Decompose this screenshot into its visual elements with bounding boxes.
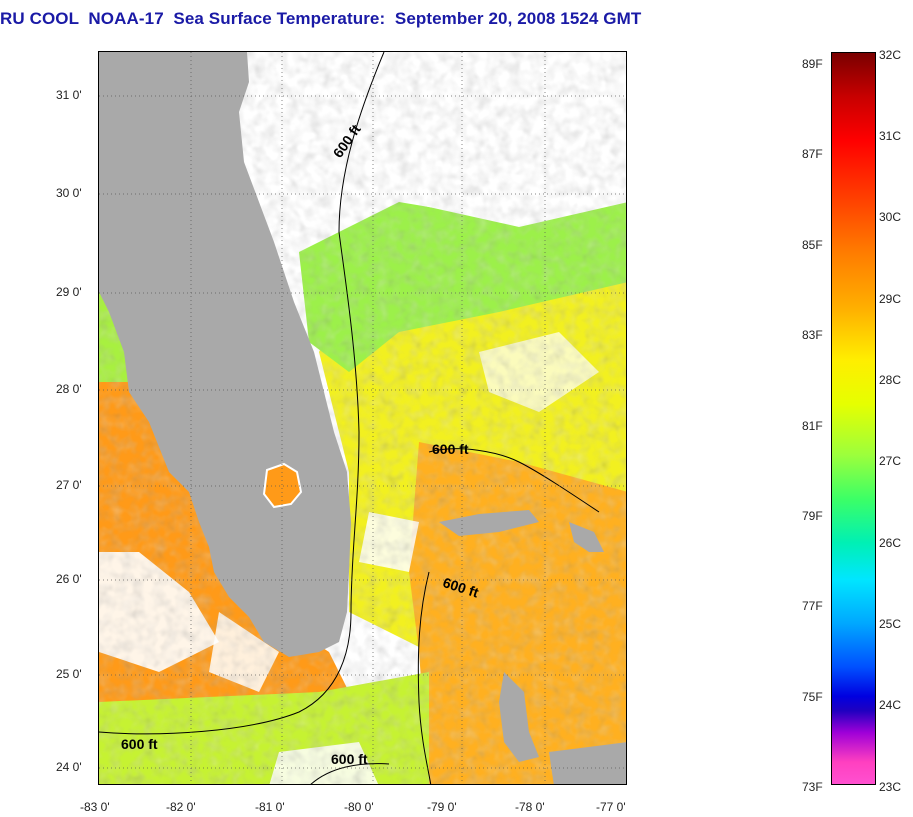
lon-label-83: -83 0': [80, 800, 110, 814]
lat-label-29: 29 0': [56, 285, 82, 299]
colorbar-label-24c: 24C: [879, 698, 902, 712]
colorbar-label-77f: 77F: [802, 599, 823, 613]
colorbar-label-25c: 25C: [879, 617, 902, 631]
lat-label-31: 31 0': [56, 88, 82, 102]
contour-label-2: 600 ft: [432, 441, 469, 457]
colorbar-label-73f: 73F: [802, 780, 823, 794]
colorbar-label-31c: 31C: [879, 129, 902, 143]
lon-label-80: -80 0': [344, 800, 374, 814]
temperature-colorbar: [831, 52, 876, 785]
colorbar-label-75f: 75F: [802, 690, 823, 704]
lat-label-28: 28 0': [56, 382, 82, 396]
colorbar-label-26c: 26C: [879, 536, 902, 550]
abaco: [569, 522, 604, 552]
colorbar-label-32c: 32C: [879, 48, 902, 62]
isobath-east-florida: [99, 52, 385, 735]
colorbar-label-79f: 79F: [802, 509, 823, 523]
isobath-bahamas-north: [428, 448, 600, 513]
lon-label-82: -82 0': [166, 800, 196, 814]
florida-land: [99, 52, 351, 657]
lon-label-78: -78 0': [515, 800, 545, 814]
contour-label-4: 600 ft: [121, 736, 158, 752]
andros: [499, 672, 539, 762]
lat-label-25: 25 0': [56, 667, 82, 681]
lon-label-81: -81 0': [255, 800, 285, 814]
lat-label-24: 24 0': [56, 760, 82, 774]
contour-label-5: 600 ft: [331, 751, 368, 767]
isobath-south: [310, 763, 390, 784]
lake-okeechobee: [262, 462, 303, 509]
lat-label-27: 27 0': [56, 478, 82, 492]
lat-label-30: 30 0': [56, 186, 82, 200]
lon-label-79: -79 0': [427, 800, 457, 814]
map-title: RU COOL NOAA-17 Sea Surface Temperature:…: [0, 9, 642, 28]
colorbar-label-28c: 28C: [879, 373, 902, 387]
sst-map: 600 ft 600 ft 600 ft 600 ft 600 ft: [98, 51, 627, 785]
colorbar-label-85f: 85F: [802, 238, 823, 252]
colorbar-label-89f: 89F: [802, 57, 823, 71]
isobath-bahamas-south: [417, 571, 432, 784]
colorbar-label-83f: 83F: [802, 328, 823, 342]
colorbar-label-81f: 81F: [802, 419, 823, 433]
lat-label-26: 26 0': [56, 572, 82, 586]
colorbar-label-29c: 29C: [879, 292, 902, 306]
colorbar-label-23c: 23C: [879, 780, 902, 794]
grand-bahama: [439, 510, 539, 536]
colorbar-label-27c: 27C: [879, 454, 902, 468]
colorbar-label-87f: 87F: [802, 147, 823, 161]
graticule: [99, 52, 626, 784]
colorbar-label-30c: 30C: [879, 210, 902, 224]
cuba-edge: [549, 742, 626, 784]
lon-label-77: -77 0': [596, 800, 626, 814]
